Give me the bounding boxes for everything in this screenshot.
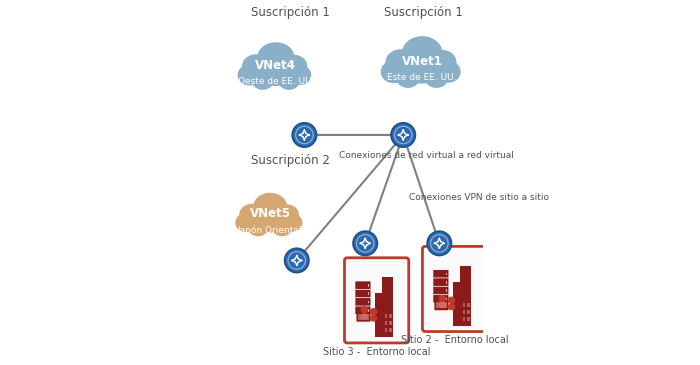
Bar xyxy=(389,328,392,332)
Ellipse shape xyxy=(288,65,312,85)
Text: VNet1: VNet1 xyxy=(402,55,442,68)
Bar xyxy=(389,321,392,325)
FancyBboxPatch shape xyxy=(344,258,409,343)
FancyBboxPatch shape xyxy=(433,295,449,303)
Circle shape xyxy=(285,248,309,273)
FancyBboxPatch shape xyxy=(433,287,449,294)
Ellipse shape xyxy=(396,68,420,88)
FancyBboxPatch shape xyxy=(356,307,370,314)
Ellipse shape xyxy=(237,65,262,85)
Ellipse shape xyxy=(281,55,307,78)
Ellipse shape xyxy=(370,315,377,322)
Bar xyxy=(467,303,470,307)
Bar xyxy=(467,317,470,320)
Ellipse shape xyxy=(439,301,446,308)
Ellipse shape xyxy=(402,36,442,69)
Ellipse shape xyxy=(436,61,461,83)
FancyBboxPatch shape xyxy=(433,270,449,277)
Bar xyxy=(382,277,393,337)
Bar xyxy=(446,273,447,275)
Bar xyxy=(446,289,447,292)
Bar xyxy=(463,310,466,314)
Text: Suscripción 1: Suscripción 1 xyxy=(384,6,463,19)
Circle shape xyxy=(292,123,316,147)
Ellipse shape xyxy=(381,60,407,83)
FancyBboxPatch shape xyxy=(356,312,370,322)
Ellipse shape xyxy=(252,72,274,90)
Ellipse shape xyxy=(360,313,368,320)
Ellipse shape xyxy=(408,65,437,84)
FancyBboxPatch shape xyxy=(433,278,449,286)
Bar xyxy=(463,303,466,307)
FancyBboxPatch shape xyxy=(422,246,486,331)
Bar xyxy=(368,292,370,295)
FancyBboxPatch shape xyxy=(356,298,370,306)
Bar xyxy=(389,314,392,318)
Text: Este de EE. UU.: Este de EE. UU. xyxy=(388,73,457,82)
Ellipse shape xyxy=(253,193,287,221)
Text: Sitio 2 -  Entorno local: Sitio 2 - Entorno local xyxy=(400,335,508,345)
Circle shape xyxy=(448,296,455,304)
Text: Conexiones de red virtual a red virtual: Conexiones de red virtual a red virtual xyxy=(339,151,514,160)
Ellipse shape xyxy=(281,214,302,232)
Circle shape xyxy=(353,231,377,256)
Circle shape xyxy=(391,123,415,147)
Text: Japón Oriental: Japón Oriental xyxy=(238,225,302,235)
Ellipse shape xyxy=(448,303,455,310)
Ellipse shape xyxy=(248,219,268,236)
Bar xyxy=(384,314,387,318)
Bar xyxy=(446,298,447,300)
Bar xyxy=(358,314,369,320)
Bar xyxy=(467,310,470,314)
Circle shape xyxy=(439,295,446,302)
Bar xyxy=(368,301,370,303)
Ellipse shape xyxy=(258,42,295,73)
Text: Sitio 3 -  Entorno local: Sitio 3 - Entorno local xyxy=(323,347,430,357)
Bar xyxy=(446,281,447,284)
Bar xyxy=(463,317,466,320)
Text: VNet4: VNet4 xyxy=(256,59,296,72)
Bar xyxy=(384,328,387,332)
Bar xyxy=(461,266,471,326)
Text: Suscripción 2: Suscripción 2 xyxy=(251,154,330,167)
Bar xyxy=(368,284,370,287)
Ellipse shape xyxy=(275,204,299,225)
Ellipse shape xyxy=(235,213,257,232)
Bar xyxy=(368,309,370,312)
Ellipse shape xyxy=(278,72,300,90)
Ellipse shape xyxy=(262,68,289,86)
FancyBboxPatch shape xyxy=(435,300,449,310)
Ellipse shape xyxy=(386,49,416,75)
Circle shape xyxy=(360,306,368,314)
Ellipse shape xyxy=(425,68,449,88)
FancyBboxPatch shape xyxy=(356,290,370,297)
Bar xyxy=(453,282,459,326)
Ellipse shape xyxy=(258,217,282,233)
Circle shape xyxy=(370,308,377,316)
FancyBboxPatch shape xyxy=(356,281,370,289)
Bar xyxy=(374,293,382,337)
Circle shape xyxy=(427,231,452,256)
Ellipse shape xyxy=(242,54,270,78)
Bar xyxy=(384,321,387,325)
Ellipse shape xyxy=(239,204,265,226)
Text: VNet5: VNet5 xyxy=(250,207,290,220)
Ellipse shape xyxy=(272,219,292,236)
Bar xyxy=(436,302,447,308)
Text: Conexiones VPN de sitio a sitio: Conexiones VPN de sitio a sitio xyxy=(409,193,549,202)
Ellipse shape xyxy=(428,50,456,74)
Text: Oeste de EE. UU.: Oeste de EE. UU. xyxy=(237,77,314,86)
Text: Suscripción 1: Suscripción 1 xyxy=(251,6,330,19)
